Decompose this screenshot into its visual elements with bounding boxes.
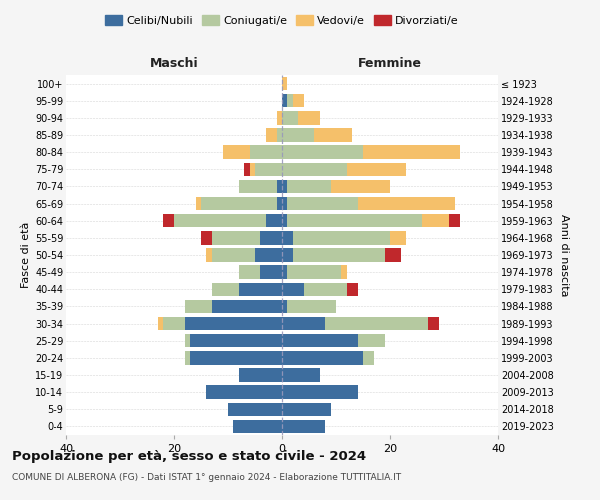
Text: Popolazione per età, sesso e stato civile - 2024: Popolazione per età, sesso e stato civil… bbox=[12, 450, 366, 463]
Bar bbox=[266, 214, 282, 228]
Bar bbox=[282, 402, 331, 416]
Bar bbox=[298, 111, 320, 124]
Bar bbox=[363, 146, 460, 159]
Bar bbox=[266, 128, 277, 141]
Bar bbox=[287, 197, 358, 210]
Bar bbox=[260, 266, 282, 279]
Bar bbox=[282, 214, 287, 228]
Bar bbox=[363, 351, 374, 364]
Bar bbox=[239, 282, 282, 296]
Bar bbox=[282, 248, 293, 262]
Bar bbox=[212, 300, 282, 313]
Bar bbox=[293, 94, 304, 108]
Bar bbox=[282, 300, 287, 313]
Bar bbox=[212, 282, 239, 296]
Bar bbox=[239, 368, 282, 382]
Bar bbox=[163, 214, 174, 228]
Bar bbox=[201, 197, 277, 210]
Bar bbox=[223, 146, 250, 159]
Bar bbox=[277, 197, 282, 210]
Bar bbox=[185, 351, 190, 364]
Bar bbox=[255, 248, 282, 262]
Bar bbox=[185, 317, 282, 330]
Bar bbox=[277, 128, 282, 141]
Bar bbox=[287, 180, 331, 193]
Bar bbox=[282, 128, 314, 141]
Bar bbox=[201, 231, 212, 244]
Bar bbox=[260, 231, 282, 244]
Bar bbox=[282, 231, 293, 244]
Text: Maschi: Maschi bbox=[149, 57, 199, 70]
Bar bbox=[228, 402, 282, 416]
Bar bbox=[255, 162, 282, 176]
Bar bbox=[287, 214, 422, 228]
Bar bbox=[293, 231, 390, 244]
Bar bbox=[206, 248, 212, 262]
Bar bbox=[287, 266, 341, 279]
Bar bbox=[304, 282, 347, 296]
Bar bbox=[347, 282, 358, 296]
Bar bbox=[282, 266, 287, 279]
Bar bbox=[282, 162, 347, 176]
Bar bbox=[293, 248, 385, 262]
Bar bbox=[449, 214, 460, 228]
Bar bbox=[212, 248, 255, 262]
Bar bbox=[314, 128, 352, 141]
Bar bbox=[385, 248, 401, 262]
Bar bbox=[282, 317, 325, 330]
Bar bbox=[239, 180, 277, 193]
Bar bbox=[212, 231, 260, 244]
Bar bbox=[282, 111, 298, 124]
Bar bbox=[341, 266, 347, 279]
Bar bbox=[282, 351, 363, 364]
Bar bbox=[422, 214, 449, 228]
Bar bbox=[358, 197, 455, 210]
Bar bbox=[244, 162, 250, 176]
Bar bbox=[190, 334, 282, 347]
Bar bbox=[390, 231, 406, 244]
Y-axis label: Fasce di età: Fasce di età bbox=[20, 222, 31, 288]
Bar bbox=[287, 300, 336, 313]
Bar bbox=[206, 386, 282, 399]
Bar bbox=[282, 197, 287, 210]
Bar bbox=[282, 146, 363, 159]
Bar bbox=[428, 317, 439, 330]
Bar bbox=[282, 386, 358, 399]
Bar bbox=[325, 317, 428, 330]
Bar bbox=[250, 162, 255, 176]
Bar bbox=[282, 94, 287, 108]
Bar bbox=[331, 180, 390, 193]
Bar bbox=[196, 197, 201, 210]
Bar bbox=[250, 146, 282, 159]
Bar bbox=[282, 180, 287, 193]
Bar bbox=[239, 266, 260, 279]
Bar bbox=[185, 300, 212, 313]
Bar bbox=[233, 420, 282, 433]
Bar bbox=[282, 420, 325, 433]
Bar bbox=[277, 180, 282, 193]
Bar bbox=[185, 334, 190, 347]
Bar bbox=[347, 162, 406, 176]
Bar bbox=[282, 77, 287, 90]
Bar bbox=[158, 317, 163, 330]
Bar bbox=[358, 334, 385, 347]
Y-axis label: Anni di nascita: Anni di nascita bbox=[559, 214, 569, 296]
Bar bbox=[282, 282, 304, 296]
Text: Femmine: Femmine bbox=[358, 57, 422, 70]
Text: COMUNE DI ALBERONA (FG) - Dati ISTAT 1° gennaio 2024 - Elaborazione TUTTITALIA.I: COMUNE DI ALBERONA (FG) - Dati ISTAT 1° … bbox=[12, 472, 401, 482]
Bar bbox=[282, 334, 358, 347]
Bar bbox=[287, 94, 293, 108]
Bar bbox=[282, 368, 320, 382]
Bar bbox=[163, 317, 185, 330]
Bar bbox=[277, 111, 282, 124]
Legend: Celibi/Nubili, Coniugati/e, Vedovi/e, Divorziati/e: Celibi/Nubili, Coniugati/e, Vedovi/e, Di… bbox=[101, 10, 463, 30]
Bar bbox=[190, 351, 282, 364]
Bar bbox=[174, 214, 266, 228]
